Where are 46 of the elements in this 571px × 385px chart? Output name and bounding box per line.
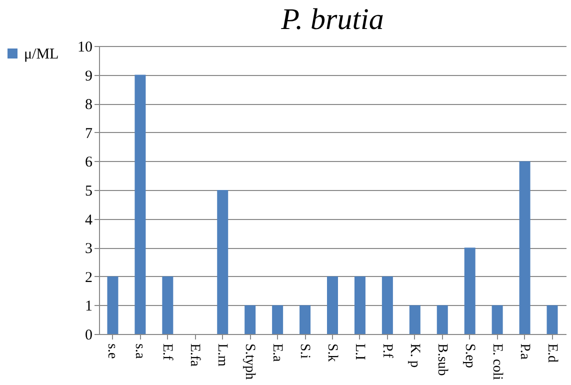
bar [436,305,448,334]
x-tick-label: P.a [516,344,532,360]
x-tick-label: s.e [104,344,120,359]
bar [162,276,174,334]
x-tick-label: L.I [352,344,367,361]
x-tick-label: E. coli [489,344,504,380]
x-tick-label: E.fa [187,344,202,368]
x-tick-label: S.i [297,344,312,359]
x-tick-label: K. p [406,344,422,368]
x-tick-label: S.k [324,344,340,362]
chart-title: P. brutia [280,3,384,36]
x-tick-label: E.a [270,344,285,363]
y-tick-label: 4 [85,212,93,228]
bar [272,305,284,334]
y-tick-label: 8 [85,97,92,114]
x-tick-label: S.typh [242,344,258,380]
x-tick-label: E.f [160,344,175,361]
x-tick-label: B.sub [434,344,450,376]
bar [327,276,338,334]
y-tick-label: 7 [85,126,93,142]
bar [464,248,476,334]
x-tick-label: P.f [379,344,394,358]
x-tick-label: L.m [214,344,230,367]
y-tick-label: 5 [85,184,92,200]
bar [492,305,503,334]
y-tick-label: 6 [85,154,93,171]
y-tick-label: 9 [85,68,92,84]
y-tick-label: 2 [85,270,92,286]
bar [409,305,420,334]
bar [546,305,558,334]
y-tick-label: 1 [85,298,92,315]
x-tick-label: S.ep [462,344,477,368]
bar [354,276,366,334]
bar [300,305,311,334]
bar [107,276,118,334]
y-tick-label: 10 [78,40,92,56]
legend-label: μ/ML [24,46,59,62]
x-tick-label: E.d [544,344,560,363]
bar [244,305,256,334]
y-tick-label: 3 [85,241,92,258]
bar [519,161,530,334]
bar [134,74,146,334]
bar [382,276,393,334]
x-tick-label: s.a [132,344,148,360]
y-tick-label: 0 [85,328,92,344]
bar [217,190,228,334]
